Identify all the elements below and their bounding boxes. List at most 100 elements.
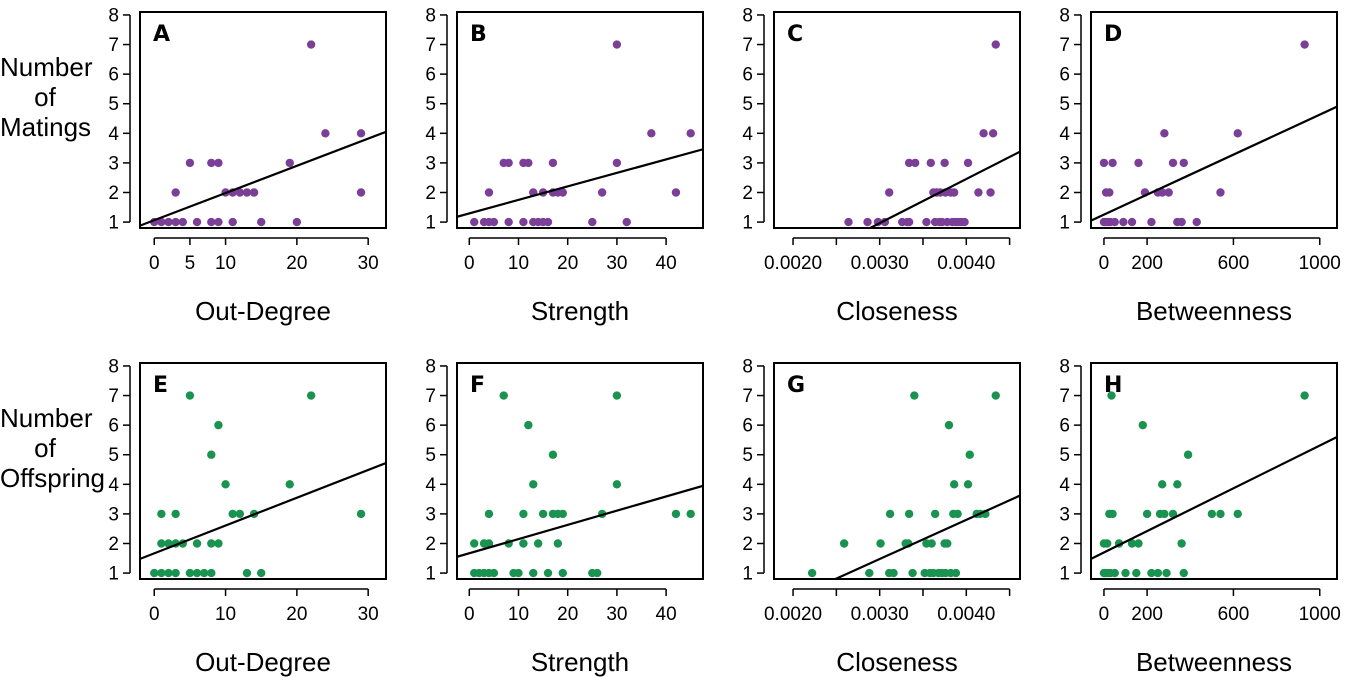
panel-c-data-point xyxy=(922,217,931,227)
panel-f-y-tick-label: 1 xyxy=(425,564,436,585)
panel-a-y-tick-label: 4 xyxy=(108,124,119,145)
panel-f: 1 2 3 4 5 6 7 8 0 10 20 30 40 Strength F xyxy=(425,356,704,677)
panel-h-data-point xyxy=(1158,480,1167,489)
panel-c-data-point xyxy=(991,40,1000,49)
panel-g-y-tick-label: 8 xyxy=(742,356,753,377)
panel-f-data-point xyxy=(671,509,681,519)
panel-f-data-point xyxy=(519,539,528,548)
panel-e-data-point xyxy=(207,539,216,548)
panel-b-data-point xyxy=(548,158,558,168)
panel-d-x-axis-title: Betweenness xyxy=(1136,296,1292,326)
panel-e-x-tick-label: 0 xyxy=(149,604,160,625)
panel-c-x-axis-title: Closeness xyxy=(836,296,957,326)
panel-b-x-tick-label: 20 xyxy=(557,253,578,274)
panel-c-y-tick-label: 5 xyxy=(742,94,753,115)
panel-b-x-tick-label: 0 xyxy=(464,253,475,274)
panel-d-data-point xyxy=(1110,217,1119,227)
panel-d-data-point xyxy=(1233,129,1242,138)
panel-h-data-point xyxy=(1153,568,1163,578)
panel-a-data-point xyxy=(249,188,259,197)
panel-d-data-point xyxy=(1158,188,1167,197)
panel-a-data-point xyxy=(178,217,187,227)
panel-f-data-point xyxy=(499,391,508,400)
panel-g-y-tick-label: 2 xyxy=(742,534,753,555)
panel-b-data-point xyxy=(504,217,513,227)
panel-c-y-tick-label: 8 xyxy=(742,5,753,26)
panel-h-data-point xyxy=(1177,539,1186,548)
panel-c-data-point xyxy=(844,217,853,227)
panel-d-data-point xyxy=(1119,217,1128,227)
panel-h-data-point xyxy=(1108,509,1117,519)
panel-h-regression-line xyxy=(1091,435,1337,560)
panel-e-y-tick-label: 1 xyxy=(108,564,119,585)
panel-e-data-point xyxy=(235,509,245,519)
panel-d-y-tick-label: 3 xyxy=(1059,153,1070,174)
panel-d-data-point xyxy=(1179,158,1188,168)
panel-b-data-point xyxy=(470,217,479,227)
panel-g-data-point xyxy=(944,420,954,430)
panel-b-x-axis-title: Strength xyxy=(531,296,629,326)
panel-e-x-axis-title: Out-Degree xyxy=(195,647,331,677)
panel-f-regression-line xyxy=(457,484,703,558)
panel-e-x-tick-label: 30 xyxy=(358,604,379,625)
panel-h-x-tick-label: 1000 xyxy=(1299,604,1341,625)
panel-f-x-tick-label: 30 xyxy=(606,604,627,625)
panel-a-data-point xyxy=(214,158,223,168)
panel-h-y-tick-label: 8 xyxy=(1059,356,1070,377)
panel-a-data-point xyxy=(171,188,180,197)
panel-e-data-point xyxy=(257,568,266,578)
panel-b-y-tick-label: 7 xyxy=(425,35,436,56)
panel-f-data-point xyxy=(519,509,528,519)
panel-g-y-tick-label: 7 xyxy=(742,386,753,407)
panel-c-data-point xyxy=(885,188,894,197)
panel-d-y-tick-label: 1 xyxy=(1059,213,1070,234)
panel-c-x-tick-label: 0.0020 xyxy=(764,253,822,274)
panel-h-x-tick-label: 0 xyxy=(1099,604,1110,625)
panel-f-x-axis-title: Strength xyxy=(531,647,629,677)
panel-d-data-point xyxy=(1105,188,1114,197)
panel-g-data-point xyxy=(949,480,959,489)
row-label-offspring: Number of Offspring xyxy=(0,403,105,493)
panel-d-data-point xyxy=(1127,217,1137,227)
panel-e-data-point xyxy=(207,450,216,459)
panel-b-data-point xyxy=(588,217,597,227)
panel-d-regression-line xyxy=(1091,105,1337,222)
panel-c-frame xyxy=(773,11,1021,229)
panel-f-y-tick-label: 4 xyxy=(425,475,436,496)
panel-f-y-tick-label: 7 xyxy=(425,386,436,407)
panel-g-data-point xyxy=(807,568,817,578)
panel-c-data-point xyxy=(960,217,969,227)
panel-h-y-tick-label: 5 xyxy=(1059,445,1070,466)
panel-d-x-tick-label: 1000 xyxy=(1299,253,1341,274)
panel-c-y-tick-label: 1 xyxy=(742,213,753,234)
panel-a-x-tick-label: 20 xyxy=(286,253,307,274)
panel-c-data-point xyxy=(988,129,998,138)
panel-d-x-tick-label: 600 xyxy=(1218,253,1250,274)
panel-e-data-point xyxy=(207,568,216,578)
row-label-offspring-line1: Number of xyxy=(0,403,93,463)
panel-g-letter: G xyxy=(787,373,805,398)
panel-h: 1 2 3 4 5 6 7 8 0 200 600 1000 Betweenness H xyxy=(1059,356,1340,677)
panel-b-data-point xyxy=(671,188,681,197)
panel-f-data-point xyxy=(529,568,538,578)
panel-f-y-tick-label: 6 xyxy=(425,416,436,437)
panel-d-data-point xyxy=(1177,217,1186,227)
panel-g-regression-line xyxy=(835,494,1020,579)
panel-a-data-point xyxy=(242,188,252,197)
panel-b-data-point xyxy=(558,188,567,197)
panel-e-y-tick-label: 3 xyxy=(108,504,119,525)
panel-b-y-tick-label: 2 xyxy=(425,183,436,204)
panel-g-y-tick-label: 1 xyxy=(742,564,753,585)
panel-g-y-tick-label: 3 xyxy=(742,504,753,525)
panel-a-y-tick-label: 8 xyxy=(108,5,119,26)
panel-e-data-point xyxy=(356,509,366,519)
panel-b-data-point xyxy=(524,158,533,168)
panel-h-data-point xyxy=(1107,391,1116,400)
panel-b-data-point xyxy=(686,129,695,138)
panel-d-y-tick-label: 5 xyxy=(1059,94,1070,115)
row-label-matings-line1: Number of xyxy=(0,52,93,112)
panel-d-data-point xyxy=(1099,158,1109,168)
panel-e-data-point xyxy=(185,391,195,400)
panel-f-data-point xyxy=(489,568,499,578)
panel-h-data-point xyxy=(1162,568,1171,578)
